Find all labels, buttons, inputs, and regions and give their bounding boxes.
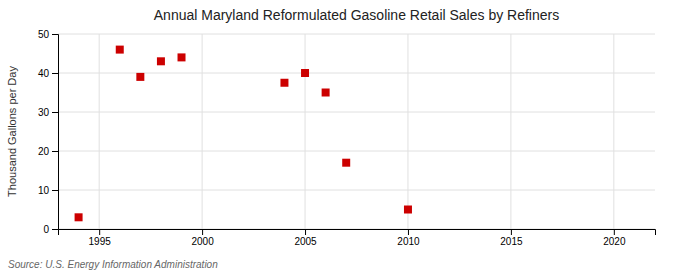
x-tick: 2020 bbox=[603, 229, 626, 247]
y-tick-label: 20 bbox=[38, 146, 50, 157]
point bbox=[157, 57, 165, 65]
grid-line-x bbox=[510, 34, 511, 229]
x-tick-mark bbox=[99, 229, 100, 235]
x-tick: 2005 bbox=[294, 229, 317, 247]
grid-line-x bbox=[202, 34, 203, 229]
x-tick-mark bbox=[614, 229, 615, 235]
x-tick-label: 2000 bbox=[191, 236, 214, 247]
y-tick-mark bbox=[52, 229, 58, 230]
x-tick-mark bbox=[511, 229, 512, 235]
grid-line-x bbox=[407, 34, 408, 229]
point bbox=[75, 213, 83, 221]
grid-line-y bbox=[58, 34, 655, 35]
title: Annual Maryland Reformulated Gasoline Re… bbox=[154, 7, 559, 23]
point bbox=[280, 79, 288, 87]
y-tick-mark bbox=[52, 73, 58, 74]
grid bbox=[58, 34, 655, 229]
point bbox=[404, 206, 412, 214]
y-axis-line bbox=[52, 35, 59, 230]
x-tick: 1995 bbox=[89, 229, 112, 247]
x-tick: 2000 bbox=[191, 229, 214, 247]
x-tick: 2015 bbox=[500, 229, 523, 247]
point bbox=[178, 53, 186, 61]
y-tick-label: 50 bbox=[38, 29, 50, 40]
y-tick: 20 bbox=[38, 146, 58, 157]
y-tick-label: 0 bbox=[43, 224, 49, 235]
plot-area: 1995 2000 2005 2010 2015 2020 0 10 20 30 40 50 bbox=[38, 29, 656, 247]
y-tick: 0 bbox=[43, 224, 58, 235]
x-axis: 1995 2000 2005 2010 2015 2020 bbox=[59, 229, 656, 247]
chart: 1995 2000 2005 2010 2015 2020 0 10 20 30 40 50 Annua… bbox=[0, 0, 675, 275]
x-tick-label: 2010 bbox=[397, 236, 420, 247]
x-tick-label: 2015 bbox=[500, 236, 523, 247]
x-tick-label: 1995 bbox=[89, 236, 112, 247]
y-tick-label: 40 bbox=[38, 68, 50, 79]
point bbox=[301, 69, 309, 77]
grid-line-x bbox=[305, 34, 306, 229]
x-tick-mark bbox=[408, 229, 409, 235]
y-tick-mark bbox=[52, 34, 58, 35]
y-tick-mark bbox=[52, 151, 58, 152]
x-tick-label: 2020 bbox=[603, 236, 626, 247]
grid-line-x bbox=[613, 34, 614, 229]
grid-line-y bbox=[58, 151, 655, 152]
point bbox=[136, 73, 144, 81]
y-tick-mark bbox=[52, 112, 58, 113]
x-tick-mark bbox=[305, 229, 306, 235]
grid-line-y bbox=[58, 73, 655, 74]
grid-line-x bbox=[99, 34, 100, 229]
y-tick-label: 30 bbox=[38, 107, 50, 118]
x-tick-label: 2005 bbox=[294, 236, 317, 247]
annotation: Source: U.S. Energy Information Administ… bbox=[8, 259, 218, 270]
y-tick-mark bbox=[52, 190, 58, 191]
y-tick-label: 10 bbox=[38, 185, 50, 196]
x-tick: 2010 bbox=[397, 229, 420, 247]
point bbox=[322, 89, 330, 97]
y-tick: 50 bbox=[38, 29, 58, 40]
x-tick-mark bbox=[202, 229, 203, 235]
y-axis: 0 10 20 30 40 50 bbox=[38, 29, 59, 235]
y-tick: 10 bbox=[38, 185, 58, 196]
y-tick: 30 bbox=[38, 107, 58, 118]
grid-line-y bbox=[58, 190, 655, 191]
y-tick: 40 bbox=[38, 68, 58, 79]
points bbox=[75, 46, 412, 222]
point bbox=[342, 159, 350, 167]
x-axis-line bbox=[59, 230, 656, 236]
point bbox=[116, 46, 124, 54]
y-axis-title: Thousand Gallons per Day bbox=[6, 66, 18, 197]
grid-line-y bbox=[58, 112, 655, 113]
